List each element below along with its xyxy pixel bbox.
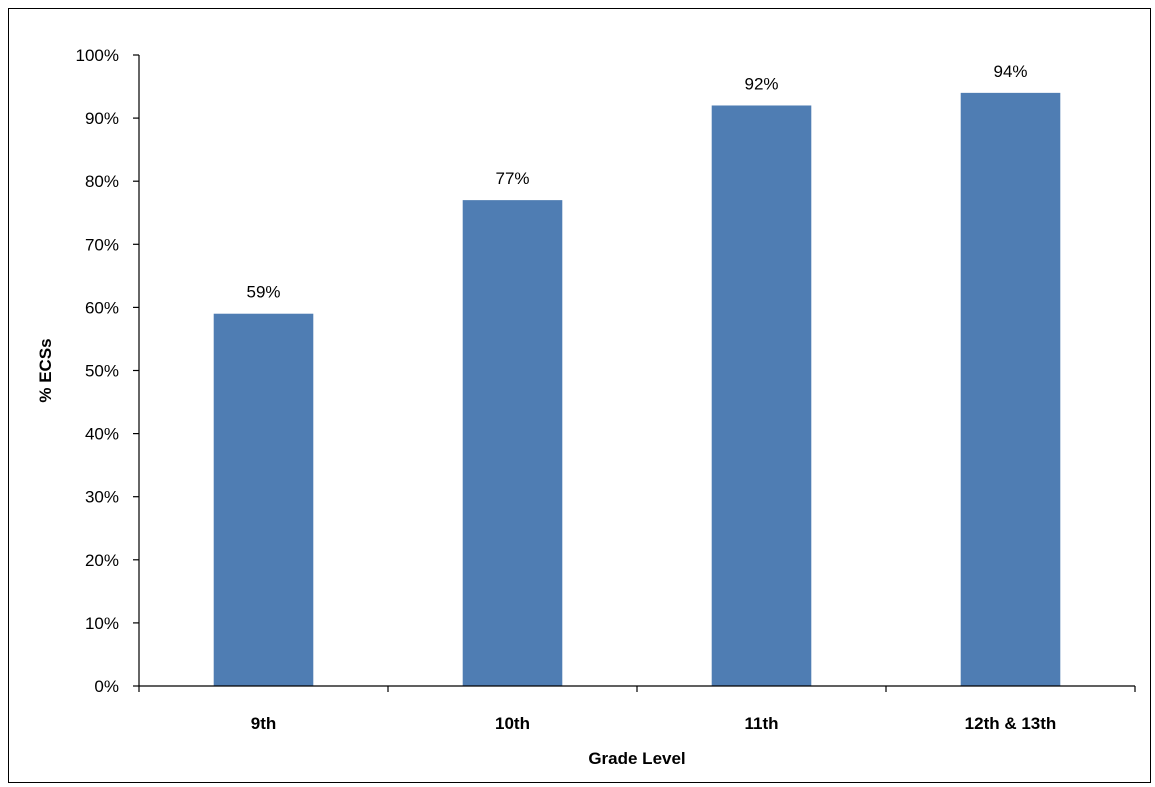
y-tick-label: 80%: [85, 172, 119, 191]
bar: [462, 200, 563, 686]
x-tick-label: 9th: [251, 714, 277, 733]
y-tick-label: 60%: [85, 298, 119, 317]
bars-group: [213, 92, 1061, 687]
bar: [960, 92, 1061, 687]
bar: [711, 105, 812, 687]
y-tick-label: 70%: [85, 235, 119, 254]
y-tick-label: 0%: [94, 677, 119, 696]
bar: [213, 313, 314, 686]
data-label: 92%: [744, 74, 778, 93]
y-axis-ticks: 0% 10% 20% 30% 40% 50% 60% 70% 80% 90% 100%: [76, 46, 139, 696]
y-tick-label: 100%: [76, 46, 119, 65]
y-tick-label: 40%: [85, 425, 119, 444]
data-label: 77%: [495, 169, 529, 188]
x-tick-label: 10th: [495, 714, 530, 733]
y-axis-title: % ECSs: [36, 338, 55, 402]
x-tick-label: 11th: [744, 714, 778, 733]
chart-frame: [8, 8, 1151, 783]
x-axis-title: Grade Level: [588, 749, 685, 768]
y-tick-label: 90%: [85, 109, 119, 128]
data-label: 59%: [246, 283, 280, 302]
y-tick-label: 10%: [85, 614, 119, 633]
y-tick-label: 20%: [85, 551, 119, 570]
x-tick-label: 12th & 13th: [965, 714, 1057, 733]
y-tick-label: 30%: [85, 488, 119, 507]
x-axis-ticks: 9th 10th 11th 12th & 13th: [138, 686, 1136, 733]
data-label: 94%: [993, 62, 1027, 81]
data-labels-group: 59% 77% 92% 94%: [246, 62, 1027, 302]
y-tick-label: 50%: [85, 362, 119, 381]
